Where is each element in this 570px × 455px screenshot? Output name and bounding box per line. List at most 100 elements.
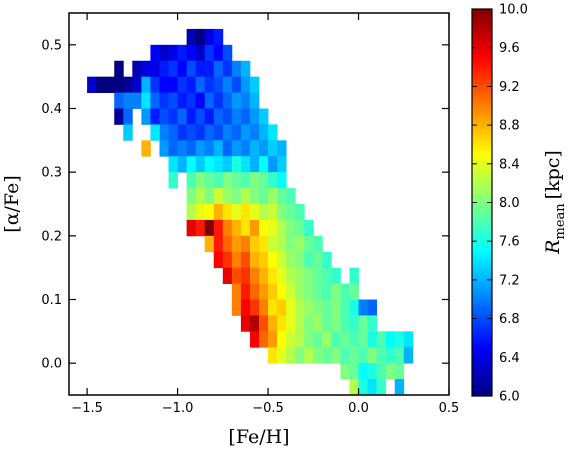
heatmap-cell (277, 235, 287, 253)
heatmap-cell (240, 156, 251, 173)
x-axis-ticks: −1.5 −1.0 −0.5 0.0 0.5 (71, 13, 459, 416)
y-tick-label: 0.1 (41, 293, 62, 308)
heatmap-cell (286, 251, 296, 269)
heatmap-cell (313, 331, 323, 348)
heatmap-cell (304, 251, 314, 269)
x-tick-label: 0.5 (439, 401, 460, 416)
heatmap-cell (331, 267, 341, 284)
heatmap-cell (231, 235, 242, 253)
heatmap-cell (367, 315, 378, 332)
heatmap-cell (259, 108, 269, 125)
y-tick-label: 0.4 (41, 102, 62, 117)
heatmap-cell (195, 188, 206, 205)
heatmap-cell (268, 267, 278, 284)
heatmap-cell (295, 347, 305, 364)
heatmap-cell (277, 156, 287, 173)
heatmap-cell (304, 235, 314, 253)
heatmap-cell (367, 363, 378, 380)
heatmap-cell (213, 92, 224, 109)
heatmap-cell (268, 315, 278, 332)
heatmap-cell (277, 299, 287, 316)
heatmap-cell (295, 315, 305, 332)
heatmap-cell (295, 267, 305, 284)
heatmap-cell (268, 235, 278, 253)
heatmap-cell (268, 331, 278, 348)
heatmap-cell (213, 251, 224, 269)
heatmap-cell (213, 156, 224, 173)
heatmap-cell (213, 172, 224, 189)
heatmap-cell (313, 267, 323, 284)
heatmap-cell (222, 267, 233, 284)
heatmap-cell (186, 44, 197, 62)
heatmap-cell (268, 140, 278, 157)
heatmap-cell (195, 219, 206, 237)
colorbar-label-unit: [kpc] (542, 150, 564, 199)
heatmap-cell (385, 363, 396, 380)
heatmap-cell (177, 76, 188, 93)
heatmap-cell (313, 347, 323, 364)
heatmap-cell (132, 92, 142, 109)
heatmap-cell (231, 267, 242, 284)
heatmap-cell (240, 315, 251, 332)
heatmap-cell (268, 124, 278, 141)
heatmap-cell (186, 172, 197, 189)
heatmap-cell (123, 76, 133, 93)
x-tick-label: 0.0 (348, 401, 369, 416)
heatmap-cell (222, 235, 233, 253)
heatmap-cell (394, 331, 405, 348)
heatmap-cell (168, 172, 178, 189)
heatmap-cell (367, 299, 378, 316)
heatmap-cell (340, 299, 350, 316)
heatmap-cell (367, 347, 378, 364)
heatmap-cell (385, 347, 396, 364)
heatmap-cell (249, 235, 260, 253)
heatmap-cell (277, 188, 287, 205)
colorbar-tick-label: 8.8 (499, 119, 520, 134)
heatmap-cell (385, 331, 396, 348)
colorbar-tick-label: 9.6 (499, 41, 520, 56)
heatmap-cell (222, 92, 233, 109)
heatmap-cell (295, 204, 305, 221)
heatmap-cell (322, 347, 332, 364)
heatmap-cell (204, 235, 215, 253)
heatmap-cell (231, 156, 242, 173)
heatmap-cell (304, 219, 314, 237)
heatmap-cell (240, 235, 251, 253)
heatmap-cell (141, 140, 151, 157)
heatmap-cell (204, 219, 215, 237)
heatmap-cell (186, 76, 197, 93)
colorbar-tick-label: 7.2 (499, 273, 520, 288)
heatmap-cell (277, 315, 287, 332)
heatmap-cell (322, 299, 332, 316)
heatmap-cell (213, 76, 224, 93)
heatmap-cell (195, 124, 206, 141)
heatmap-cell (249, 204, 260, 221)
heatmap-cell (277, 204, 287, 221)
heatmap-cell (249, 299, 260, 316)
heatmap-cell (249, 124, 260, 141)
x-axis-label: [Fe/H] (228, 426, 289, 448)
heatmap-cell (195, 44, 206, 62)
heatmap-cell (195, 204, 206, 221)
heatmap-cell (231, 251, 242, 269)
heatmap-cell (231, 283, 242, 300)
heatmap-cell (87, 76, 97, 93)
heatmap-cell (277, 251, 287, 269)
heatmap-cell (231, 188, 242, 205)
heatmap-cell (231, 92, 242, 109)
heatmap-cell (240, 76, 251, 93)
heatmap-cell (349, 299, 359, 316)
heatmap-cell (231, 172, 242, 189)
heatmap-cell (222, 60, 233, 78)
heatmap-cell (213, 235, 224, 253)
heatmap-cell (376, 379, 387, 395)
heatmap-cell (240, 92, 251, 109)
heatmap-cell (304, 347, 314, 364)
heatmap-cell (231, 108, 242, 125)
heatmap-cell (259, 299, 269, 316)
heatmap-cell (231, 204, 242, 221)
heatmap-cell (105, 76, 115, 93)
heatmap-cell (367, 331, 378, 348)
heatmap-cell (168, 156, 178, 173)
